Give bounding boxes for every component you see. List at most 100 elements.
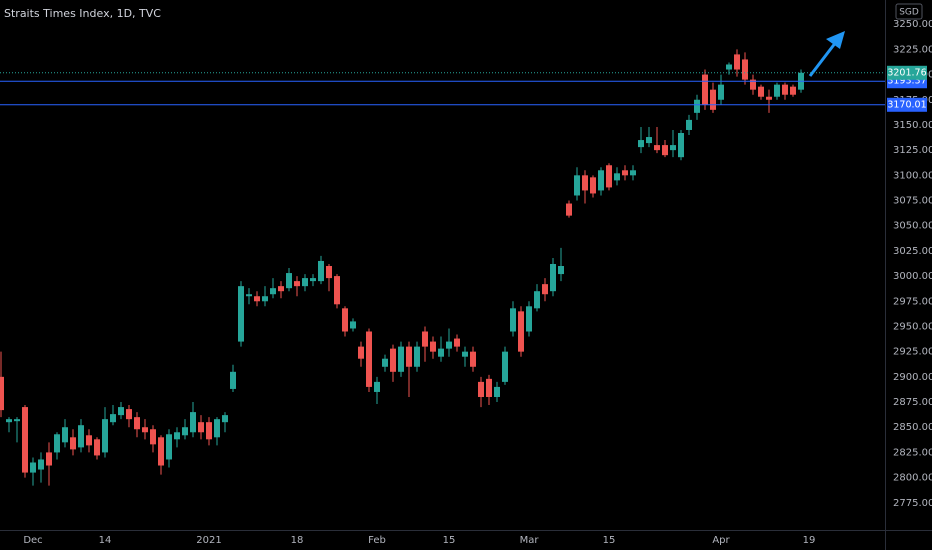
candle-body	[158, 437, 164, 466]
y-tick-label: 2925.00	[893, 347, 932, 358]
candle-body	[174, 432, 180, 440]
candle-body	[86, 435, 92, 446]
candle-body	[286, 273, 292, 289]
candle-body	[430, 341, 436, 352]
candle-body	[766, 96, 772, 100]
candle-body	[318, 260, 324, 282]
candle-body	[310, 278, 316, 282]
candle-body	[734, 54, 740, 70]
y-tick-label: 3000.00	[893, 271, 932, 282]
x-tick-label: Dec	[23, 535, 42, 546]
candle-body	[206, 422, 212, 440]
candle-body	[222, 415, 228, 423]
x-tick-label: 18	[291, 535, 304, 546]
arrow-head	[826, 31, 845, 49]
price-label: 3170.01	[887, 99, 926, 110]
candle-body	[646, 137, 652, 144]
candle-body	[566, 203, 572, 216]
currency-box[interactable]	[895, 3, 923, 20]
candle-body	[78, 425, 84, 448]
y-tick-label: 2950.00	[893, 321, 932, 332]
candle-body	[598, 170, 604, 191]
candle-body	[350, 321, 356, 329]
y-tick-label: 2975.00	[893, 296, 932, 307]
y-tick-label: 3125.00	[893, 145, 932, 156]
y-tick-label: 2900.00	[893, 372, 932, 383]
candle-body	[166, 434, 172, 460]
candle-body	[230, 371, 236, 389]
x-tick-label: Feb	[368, 535, 386, 546]
candle-body	[406, 346, 412, 367]
candle-body	[694, 99, 700, 113]
y-tick-label: 2850.00	[893, 422, 932, 433]
candle-body	[654, 145, 660, 151]
candle-body	[30, 462, 36, 473]
x-tick-label: Mar	[520, 535, 540, 546]
candle-body	[46, 452, 52, 466]
candle-body	[742, 59, 748, 80]
last-price-box	[887, 65, 927, 80]
candle-body	[446, 341, 452, 349]
y-tick-label: 2775.00	[893, 498, 932, 509]
y-tick-label: 2825.00	[893, 447, 932, 458]
candle-body	[422, 331, 428, 347]
candle-body	[502, 351, 508, 382]
candle-body	[590, 177, 596, 194]
candle-body	[214, 419, 220, 438]
candle-body	[710, 89, 716, 110]
candle-body	[638, 140, 644, 148]
x-tick-label: 14	[99, 535, 112, 546]
candle-body	[358, 346, 364, 359]
candle-body	[62, 427, 68, 443]
y-tick-label: 2875.00	[893, 397, 932, 408]
candle-body	[342, 308, 348, 332]
candle-body	[702, 74, 708, 105]
candle-body	[574, 175, 580, 196]
candle-body	[758, 86, 764, 97]
candle-body	[262, 296, 268, 302]
candle-body	[630, 170, 636, 176]
candle-body	[414, 346, 420, 367]
arrow	[808, 41, 838, 77]
candle-body	[518, 311, 524, 352]
currency[interactable]: SGD	[899, 8, 919, 18]
y-tick-label: 3075.00	[893, 196, 932, 207]
candle-body	[142, 427, 148, 433]
candle-body	[22, 407, 28, 473]
candle-body	[334, 276, 340, 305]
candle-body	[110, 414, 116, 423]
y-tick-label: 3100.00	[893, 170, 932, 181]
candle-body	[238, 286, 244, 342]
candle-body	[326, 266, 332, 279]
price-label: 3193.37	[887, 76, 926, 87]
candle-body	[390, 348, 396, 372]
candle-body	[254, 296, 260, 302]
candle-body	[790, 86, 796, 95]
candle-body	[526, 306, 532, 332]
candle-body	[134, 417, 140, 430]
candle-body	[718, 84, 724, 100]
candle-body	[126, 409, 132, 420]
candle-body	[246, 294, 252, 297]
y-tick-label: 3025.00	[893, 246, 932, 257]
candle-body	[70, 437, 76, 450]
candle-body	[478, 381, 484, 397]
candle-body	[270, 288, 276, 295]
candle-body	[198, 422, 204, 433]
last-price-label: 3201.76	[887, 67, 926, 78]
candle-body	[366, 331, 372, 387]
y-tick-label: 3150.00	[893, 120, 932, 131]
candle-body	[38, 459, 44, 470]
candle-body	[750, 79, 756, 90]
candle-body	[54, 434, 60, 453]
candle-body	[0, 376, 4, 411]
candle-body	[302, 278, 308, 287]
candle-body	[182, 427, 188, 436]
y-tick-label: 3050.00	[893, 221, 932, 232]
candle-body	[438, 348, 444, 357]
candle-body	[534, 291, 540, 309]
y-tick-label: 3225.00	[893, 44, 932, 55]
candle-body	[622, 170, 628, 176]
candle-body	[686, 119, 692, 130]
